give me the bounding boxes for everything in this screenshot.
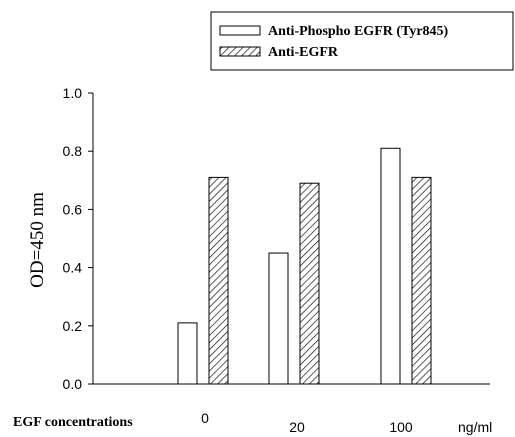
- y-axis-title: OD=450 nm: [27, 192, 48, 288]
- legend-label-egfr: Anti-EGFR: [268, 45, 339, 60]
- bar-egfr-20: [299, 182, 320, 385]
- x-axis-tick-labels: 0 20 100: [201, 410, 413, 435]
- legend-box: [210, 11, 514, 71]
- legend-swatch-open: [219, 25, 261, 36]
- y-tick-label-5: 1.0: [63, 85, 83, 101]
- bars: [177, 147, 432, 385]
- bar-egfr-100: [411, 176, 432, 385]
- y-tick-label-0: 0.0: [63, 376, 83, 392]
- bar-phospho-0: [177, 322, 198, 385]
- bar-phospho-100: [380, 147, 401, 385]
- legend-swatch-hatched: [219, 46, 261, 57]
- x-tick-label-20: 20: [289, 419, 305, 435]
- y-tick-label-4: 0.8: [63, 143, 83, 159]
- x-tick-label-100: 100: [389, 419, 413, 435]
- y-tick-label-3: 0.6: [63, 201, 83, 217]
- x-axis-title: EGF concentrations: [13, 415, 133, 430]
- y-axis-ticks: 0.0 0.2 0.4 0.6 0.8 1.0: [63, 85, 93, 392]
- bar-egfr-0: [208, 176, 229, 385]
- legend-label-phospho: Anti-Phospho EGFR (Tyr845): [268, 24, 449, 39]
- bar-phospho-20: [268, 252, 289, 385]
- x-axis-unit: ng/ml: [458, 419, 492, 435]
- y-tick-label-2: 0.4: [63, 260, 83, 276]
- x-tick-label-0: 0: [201, 410, 209, 426]
- y-tick-label-1: 0.2: [63, 318, 83, 334]
- legend: Anti-Phospho EGFR (Tyr845) Anti-EGFR: [210, 11, 514, 71]
